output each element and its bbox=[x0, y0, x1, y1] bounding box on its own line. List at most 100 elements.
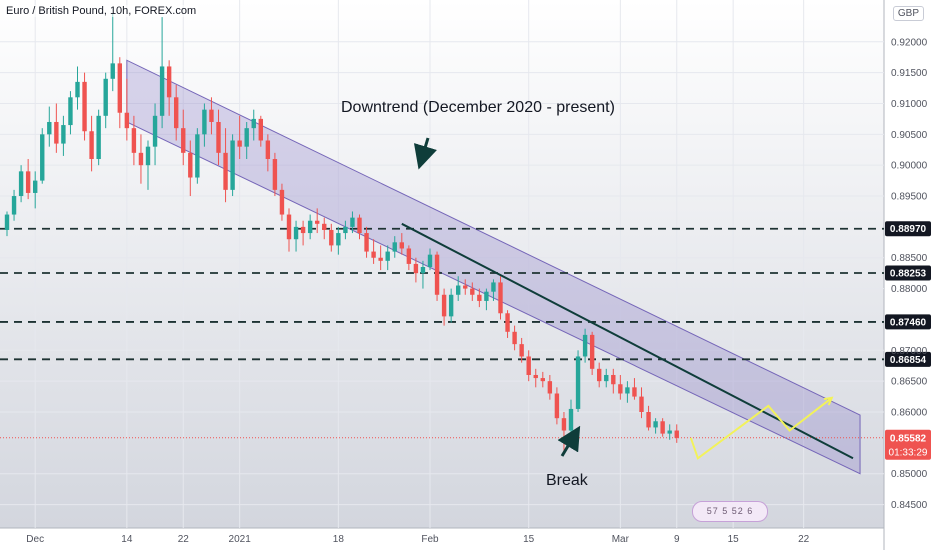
time-tick-label: 14 bbox=[121, 534, 133, 545]
candle-body bbox=[202, 109, 207, 135]
level-price-label: 0.88253 bbox=[890, 268, 927, 279]
candles bbox=[4, 14, 679, 453]
candle-body bbox=[597, 368, 602, 382]
candle-body bbox=[364, 233, 369, 252]
candle-body bbox=[456, 285, 461, 295]
plot-background bbox=[0, 0, 884, 528]
price-tick-label: 0.92000 bbox=[891, 37, 928, 48]
projection-path[interactable] bbox=[689, 397, 833, 460]
level-price-label: 0.86854 bbox=[890, 355, 927, 366]
candle-body bbox=[427, 254, 433, 267]
candle-body bbox=[646, 412, 651, 428]
watermark-badge: 57 5 52 6 bbox=[692, 501, 768, 522]
candle-body bbox=[491, 282, 496, 292]
candle-body bbox=[336, 233, 341, 246]
time-tick-label: 9 bbox=[674, 534, 680, 545]
candle-body bbox=[575, 356, 581, 409]
current-price-label: 0.85582 bbox=[890, 433, 927, 444]
candle-body bbox=[159, 66, 165, 116]
candle-body bbox=[540, 378, 545, 382]
candle-body bbox=[420, 267, 426, 274]
candle-body bbox=[145, 146, 151, 166]
candle-body bbox=[498, 282, 503, 314]
price-tick-label: 0.88500 bbox=[891, 253, 928, 264]
candle-body bbox=[434, 254, 440, 295]
candle-body bbox=[25, 171, 31, 193]
candle-body bbox=[68, 97, 73, 126]
candle-body bbox=[293, 226, 299, 240]
candle-body bbox=[47, 121, 52, 135]
price-tick-label: 0.87000 bbox=[891, 346, 928, 357]
candle-body bbox=[561, 418, 567, 431]
candle-body bbox=[54, 121, 59, 144]
price-tick-label: 0.90000 bbox=[891, 161, 928, 172]
candle-body bbox=[152, 115, 158, 147]
candle-body bbox=[230, 140, 235, 190]
candle-body bbox=[392, 242, 397, 252]
candle-body bbox=[286, 214, 292, 240]
candle-body bbox=[484, 291, 489, 301]
symbol-title[interactable]: Euro / British Pound, 10h, FOREX.com bbox=[4, 5, 199, 17]
candle-body bbox=[470, 288, 475, 295]
candle-body bbox=[223, 152, 228, 190]
candle-body bbox=[632, 387, 637, 397]
candle-body bbox=[131, 128, 137, 153]
level-price-tag bbox=[885, 221, 931, 237]
candle-body bbox=[110, 63, 115, 79]
projection-arrowhead bbox=[823, 396, 834, 406]
grid bbox=[0, 0, 884, 528]
candle-body bbox=[618, 384, 623, 394]
candle-body bbox=[533, 374, 538, 379]
candle-body bbox=[350, 217, 355, 227]
time-tick-label: 15 bbox=[523, 534, 535, 545]
candle-body bbox=[33, 180, 38, 193]
candle-body bbox=[237, 140, 242, 147]
candle-body bbox=[399, 242, 404, 249]
currency-badge[interactable]: GBP bbox=[892, 6, 924, 21]
candle-body bbox=[4, 214, 10, 230]
candle-body bbox=[611, 374, 616, 385]
candle-body bbox=[96, 115, 101, 160]
time-tick-label: Dec bbox=[26, 534, 44, 545]
time-tick-label: 22 bbox=[798, 534, 810, 545]
support-resistance-levels: 0.88970 0.88253 0.87460 0.86854 0.85582 01:33… bbox=[0, 221, 931, 460]
candle-body bbox=[209, 109, 214, 122]
candle-body bbox=[589, 334, 595, 369]
candle-body bbox=[357, 217, 362, 234]
axes: 0.92000 0.91500 0.91000 0.90500 0.90000 0.895… bbox=[26, 37, 927, 545]
candle-body bbox=[512, 331, 517, 345]
candle-body bbox=[322, 223, 327, 230]
candle-body bbox=[195, 134, 200, 178]
candle-body bbox=[667, 430, 672, 434]
time-tick-label: Feb bbox=[421, 534, 439, 545]
candle-body bbox=[448, 294, 454, 317]
break-arrow bbox=[557, 425, 581, 457]
current-price-tag bbox=[885, 429, 931, 460]
drawings bbox=[401, 222, 854, 460]
candle-body bbox=[265, 140, 271, 160]
candle-body bbox=[82, 81, 87, 132]
descending-trendline[interactable] bbox=[401, 222, 854, 460]
candle-body bbox=[519, 344, 524, 357]
price-tick-label: 0.88000 bbox=[891, 284, 928, 295]
candle-body bbox=[406, 248, 412, 264]
price-tick-label: 0.86500 bbox=[891, 377, 928, 388]
downtrend-annotation: Downtrend (December 2020 - present) bbox=[341, 99, 615, 116]
candle-body bbox=[166, 66, 172, 98]
candle-body bbox=[18, 171, 24, 197]
candle-body bbox=[188, 152, 193, 178]
candle-body bbox=[258, 118, 263, 141]
candle-body bbox=[300, 226, 306, 234]
candle-body bbox=[604, 374, 609, 382]
candle-body bbox=[343, 226, 348, 234]
bar-countdown-label: 01:33:29 bbox=[889, 447, 928, 458]
candle-body bbox=[674, 430, 679, 438]
candle-body bbox=[11, 196, 17, 215]
price-tick-label: 0.86000 bbox=[891, 408, 928, 419]
candle-body bbox=[103, 78, 108, 116]
candle-body bbox=[441, 294, 447, 317]
candle-body bbox=[251, 118, 256, 129]
candle-body bbox=[568, 408, 574, 431]
